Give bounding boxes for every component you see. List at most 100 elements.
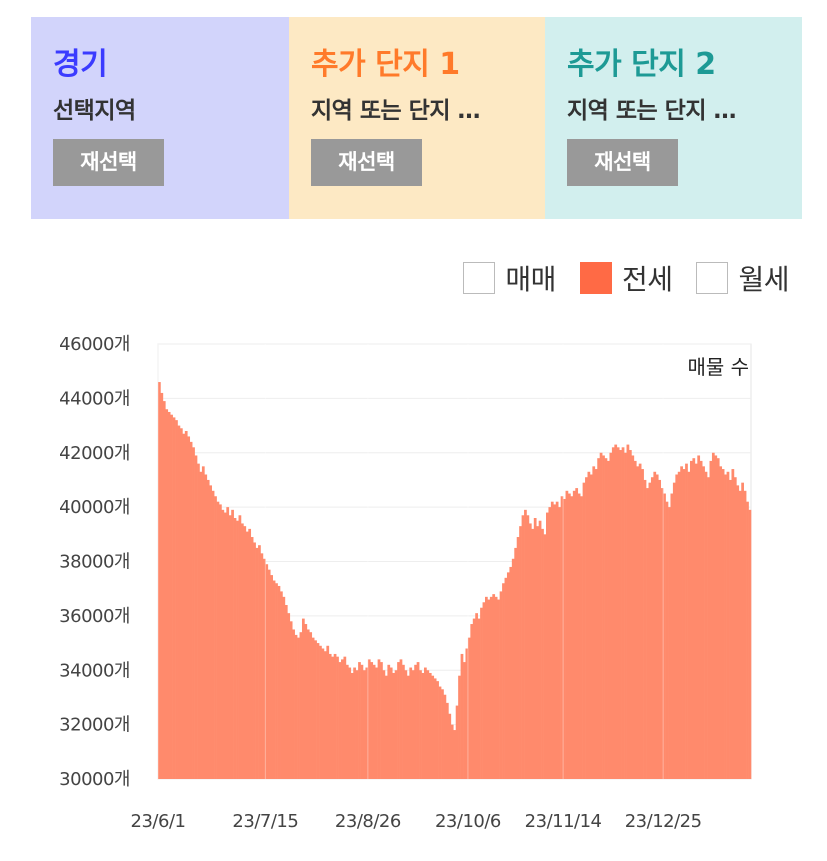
bar[interactable] bbox=[641, 469, 644, 779]
bar[interactable] bbox=[216, 501, 220, 779]
bar[interactable] bbox=[370, 662, 374, 779]
bar[interactable] bbox=[575, 488, 579, 779]
bar[interactable] bbox=[580, 496, 583, 779]
bar[interactable] bbox=[628, 450, 632, 779]
bar[interactable] bbox=[619, 450, 622, 779]
bar[interactable] bbox=[514, 547, 518, 779]
bar[interactable] bbox=[389, 667, 393, 779]
bar[interactable] bbox=[243, 526, 247, 779]
bar[interactable] bbox=[201, 466, 205, 779]
bar[interactable] bbox=[480, 607, 483, 779]
bar[interactable] bbox=[553, 504, 557, 779]
bar[interactable] bbox=[226, 507, 230, 780]
bar[interactable] bbox=[414, 664, 417, 779]
bar[interactable] bbox=[221, 509, 225, 779]
bar[interactable] bbox=[597, 458, 600, 779]
bar[interactable] bbox=[626, 444, 630, 779]
bar[interactable] bbox=[460, 653, 464, 779]
bar[interactable] bbox=[497, 599, 500, 779]
bar[interactable] bbox=[436, 681, 439, 780]
bar[interactable] bbox=[172, 417, 176, 779]
bar[interactable] bbox=[384, 675, 388, 779]
bar[interactable] bbox=[485, 596, 488, 779]
bar[interactable] bbox=[555, 501, 559, 779]
bar[interactable] bbox=[589, 474, 593, 780]
bar[interactable] bbox=[743, 490, 747, 779]
bar[interactable] bbox=[585, 477, 588, 779]
bar[interactable] bbox=[660, 488, 664, 779]
bar[interactable] bbox=[736, 485, 740, 780]
bar[interactable] bbox=[406, 675, 410, 779]
legend-monthly-rent-checkbox[interactable] bbox=[696, 262, 729, 294]
bar[interactable] bbox=[419, 670, 422, 779]
bar[interactable] bbox=[409, 667, 413, 779]
bar[interactable] bbox=[658, 479, 662, 779]
bar[interactable] bbox=[494, 596, 498, 779]
bar[interactable] bbox=[609, 452, 613, 779]
bar[interactable] bbox=[665, 501, 669, 779]
bar[interactable] bbox=[416, 662, 420, 779]
bar[interactable] bbox=[587, 471, 591, 779]
bar[interactable] bbox=[633, 460, 637, 779]
reselect-extra-2-button[interactable]: 재선택 bbox=[567, 139, 678, 186]
bar[interactable] bbox=[367, 659, 371, 780]
bar[interactable] bbox=[528, 523, 532, 779]
bar[interactable] bbox=[502, 583, 505, 779]
bar[interactable] bbox=[714, 455, 718, 779]
bar[interactable] bbox=[724, 474, 727, 780]
bar[interactable] bbox=[541, 528, 544, 779]
bar[interactable] bbox=[392, 672, 396, 779]
bar[interactable] bbox=[746, 501, 749, 779]
bar[interactable] bbox=[709, 460, 713, 779]
bar[interactable] bbox=[182, 433, 186, 779]
bar[interactable] bbox=[604, 458, 608, 779]
bar[interactable] bbox=[187, 436, 191, 779]
bar[interactable] bbox=[577, 493, 581, 779]
bar[interactable] bbox=[380, 662, 383, 779]
bar[interactable] bbox=[238, 515, 242, 779]
bar[interactable] bbox=[687, 471, 691, 779]
bar[interactable] bbox=[738, 490, 742, 779]
bar[interactable] bbox=[694, 463, 698, 780]
bar[interactable] bbox=[377, 659, 381, 780]
bar[interactable] bbox=[719, 466, 723, 779]
bar[interactable] bbox=[355, 670, 359, 779]
bar[interactable] bbox=[214, 496, 217, 779]
bar[interactable] bbox=[636, 466, 640, 779]
bar[interactable] bbox=[204, 474, 208, 780]
bar[interactable] bbox=[267, 569, 271, 779]
legend-jeonse-checkbox[interactable] bbox=[579, 262, 612, 294]
bar[interactable] bbox=[611, 447, 615, 779]
bar[interactable] bbox=[253, 542, 256, 779]
bar[interactable] bbox=[607, 460, 610, 779]
bar[interactable] bbox=[707, 477, 710, 779]
bar[interactable] bbox=[428, 672, 432, 779]
bar[interactable] bbox=[426, 670, 430, 779]
bar[interactable] bbox=[292, 629, 295, 779]
bar[interactable] bbox=[162, 401, 166, 779]
bar[interactable] bbox=[646, 488, 649, 779]
bar[interactable] bbox=[538, 520, 542, 779]
bar[interactable] bbox=[260, 553, 264, 779]
bar[interactable] bbox=[270, 575, 273, 779]
bar[interactable] bbox=[521, 515, 525, 779]
bar[interactable] bbox=[680, 466, 683, 779]
bar[interactable] bbox=[443, 694, 447, 779]
bar[interactable] bbox=[470, 624, 474, 779]
legend-sale-checkbox[interactable] bbox=[463, 262, 496, 294]
bar[interactable] bbox=[702, 466, 705, 779]
bar[interactable] bbox=[199, 471, 203, 779]
bar[interactable] bbox=[455, 705, 459, 779]
bar[interactable] bbox=[341, 659, 344, 780]
bar[interactable] bbox=[167, 411, 171, 779]
bar[interactable] bbox=[343, 656, 347, 779]
bar[interactable] bbox=[223, 512, 227, 779]
legend-jeonse-toggle[interactable]: 전세 bbox=[579, 258, 673, 298]
bar[interactable] bbox=[179, 428, 183, 779]
bar[interactable] bbox=[177, 425, 181, 779]
bar[interactable] bbox=[648, 482, 652, 779]
bar[interactable] bbox=[563, 498, 566, 779]
bar[interactable] bbox=[306, 629, 310, 779]
bar[interactable] bbox=[284, 605, 288, 779]
bar[interactable] bbox=[536, 526, 539, 779]
